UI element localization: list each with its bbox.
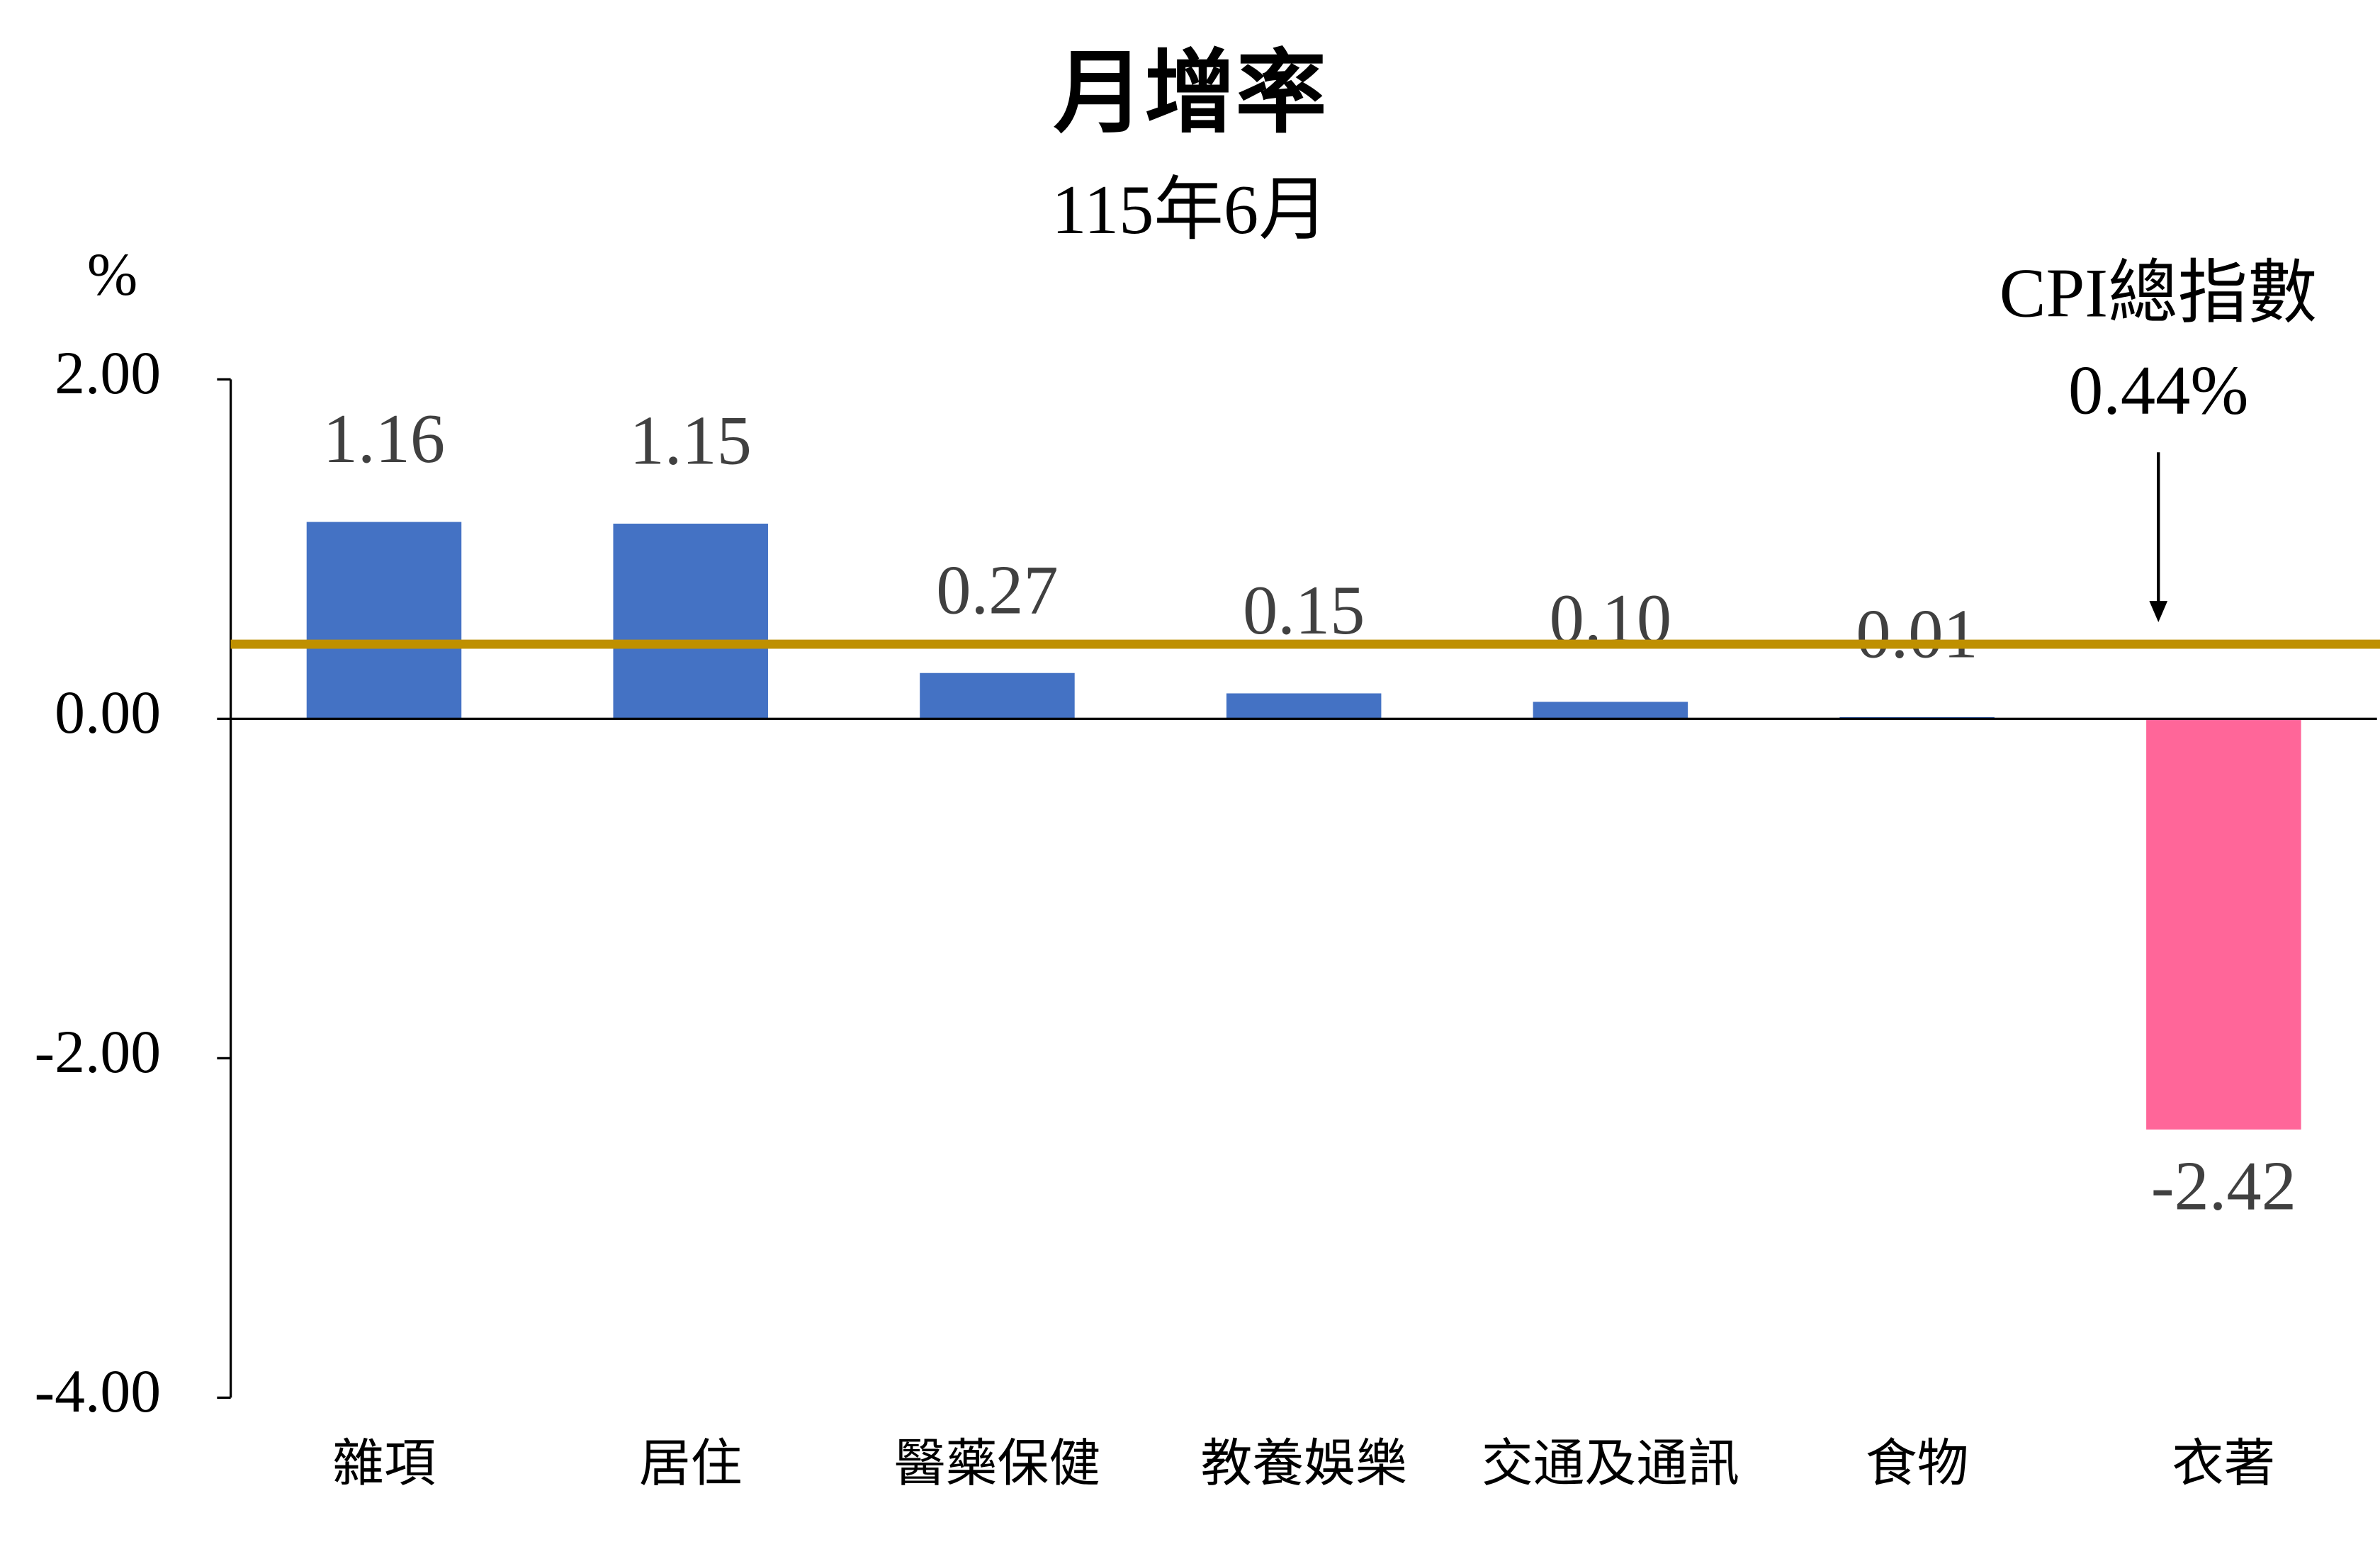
x-tick-label: 醫藥保健 [894,1435,1100,1492]
bar [613,523,768,719]
bar [1226,693,1382,719]
x-tick-label: 居住 [639,1435,743,1492]
chart-subtitle: 115年6月 [1051,171,1328,249]
data-label: 0.01 [1856,596,1978,673]
x-tick-label: 教養娛樂 [1201,1435,1407,1492]
bar [1533,702,1688,719]
y-tick-label: 2.00 [55,339,161,407]
x-tick-label: 衣著 [2172,1435,2276,1492]
bar [306,522,462,719]
arrow-head [2149,601,2168,623]
y-axis-label: % [87,241,137,308]
data-label: 0.15 [1243,572,1365,649]
reference-label: CPI總指數 [2000,255,2318,332]
data-label: 1.16 [323,400,445,478]
data-label: 1.15 [629,402,751,480]
y-tick-label: 0.00 [55,679,161,746]
chart-title: 月增率 [1054,43,1327,144]
reference-value-label: 0.44% [2068,352,2249,429]
data-label: 0.27 [936,551,1058,629]
y-tick-label: -4.00 [35,1358,161,1425]
x-tick-label: 交通及通訊 [1482,1435,1739,1492]
y-tick-label: -2.00 [35,1018,161,1086]
data-label: -2.42 [2151,1148,2296,1225]
bar [2146,719,2301,1130]
x-tick-label: 食物 [1866,1435,1969,1492]
bar [920,672,1075,719]
x-tick-label: 雜項 [332,1435,436,1492]
